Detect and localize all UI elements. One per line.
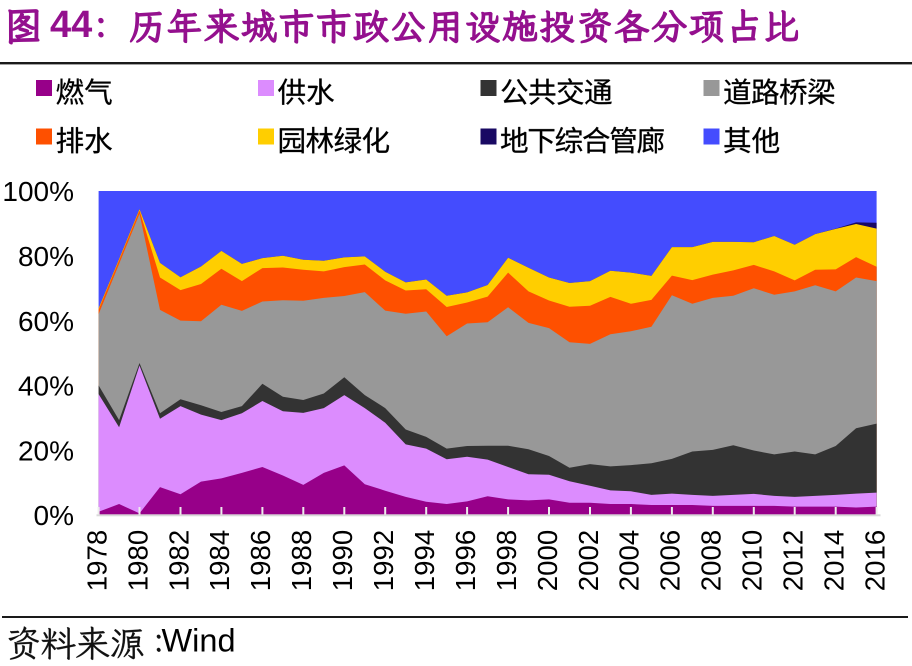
svg-text:1998: 1998 [491,530,522,591]
svg-text:40%: 40% [18,371,74,402]
svg-text:2004: 2004 [614,530,645,591]
svg-text:2014: 2014 [819,530,850,591]
svg-text:1994: 1994 [409,530,440,591]
svg-text:1984: 1984 [204,530,235,591]
svg-text:20%: 20% [18,435,74,466]
svg-text:1982: 1982 [163,530,194,591]
svg-text:1988: 1988 [286,530,317,591]
svg-text:1978: 1978 [81,530,112,591]
svg-text:2008: 2008 [696,530,727,591]
svg-text:80%: 80% [18,241,74,272]
svg-text:1980: 1980 [122,530,153,591]
svg-text:2010: 2010 [737,530,768,591]
svg-text:2016: 2016 [859,530,890,591]
svg-text:2002: 2002 [573,530,604,591]
svg-text:2000: 2000 [532,530,563,591]
svg-text:1986: 1986 [245,530,276,591]
svg-text:44: 44 [50,4,92,46]
svg-text:1996: 1996 [450,530,481,591]
svg-text:60%: 60% [18,306,74,337]
svg-text:Wind: Wind [162,623,236,659]
svg-text:100%: 100% [2,176,74,207]
svg-text:1990: 1990 [327,530,358,591]
svg-text:2006: 2006 [655,530,686,591]
svg-text:1992: 1992 [368,530,399,591]
svg-text:2012: 2012 [778,530,809,591]
svg-text:0%: 0% [34,500,74,531]
